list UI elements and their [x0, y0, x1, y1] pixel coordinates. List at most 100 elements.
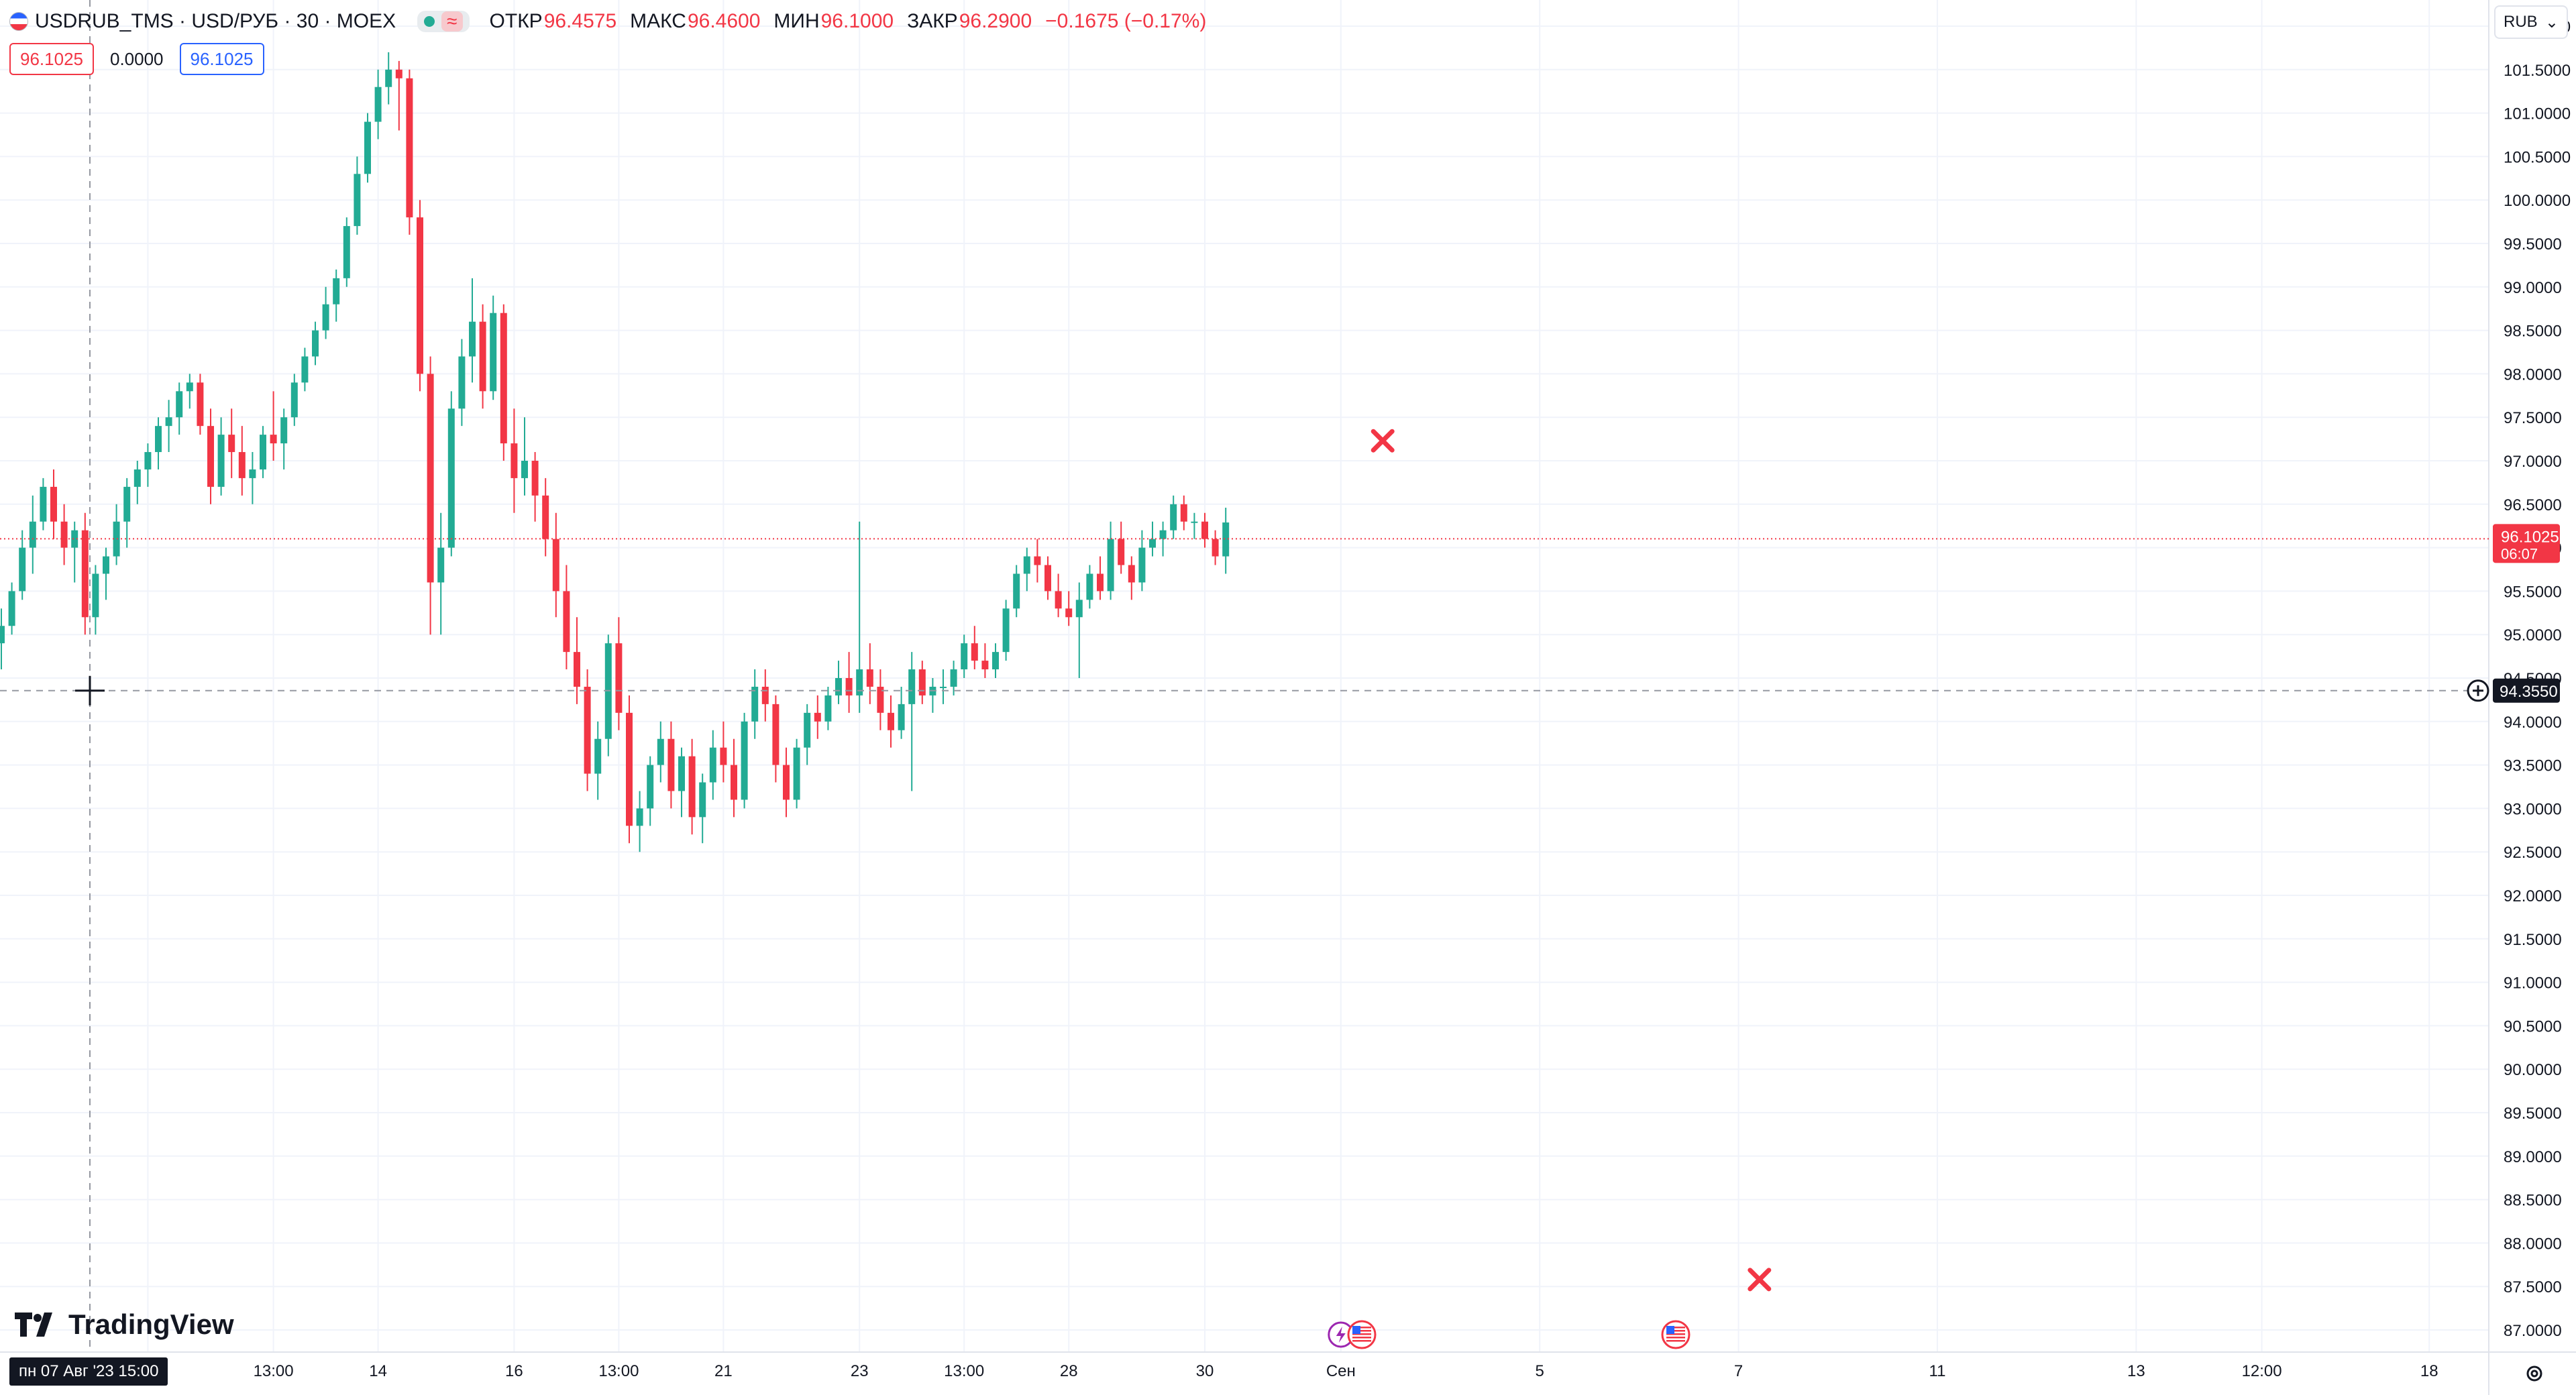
- candle: [40, 478, 47, 531]
- candle: [877, 669, 884, 730]
- candle: [19, 530, 26, 600]
- y-tick-label: 92.0000: [2504, 887, 2562, 905]
- us-flag-icon[interactable]: [1661, 1320, 1690, 1349]
- y-tick-label: 97.5000: [2504, 409, 2562, 427]
- x-tick-label: 7: [1734, 1362, 1743, 1380]
- candle-body: [458, 356, 466, 409]
- candle-body: [709, 747, 716, 783]
- ohlc-value: 96.4575: [543, 10, 617, 32]
- x-tick-label: 21: [714, 1362, 733, 1380]
- flag-stripe: [1666, 1327, 1685, 1329]
- candle: [133, 461, 141, 504]
- candle: [395, 60, 402, 131]
- currency-label: RUB: [2504, 13, 2538, 31]
- candle: [761, 669, 769, 722]
- flag-canton: [1666, 1326, 1674, 1334]
- candle: [772, 695, 780, 783]
- candle: [81, 512, 89, 635]
- symbol-title[interactable]: USDRUB_TMS · USD/РУБ · 30 · MOEX: [35, 10, 396, 32]
- status-pill[interactable]: ≈: [417, 11, 470, 32]
- candle: [1097, 556, 1104, 600]
- candle-body: [511, 443, 518, 478]
- candle: [574, 617, 580, 704]
- event-markers[interactable]: [1328, 429, 1772, 1349]
- candle: [1201, 512, 1208, 548]
- candle-body: [217, 435, 225, 487]
- candle: [1013, 565, 1020, 618]
- last-price-label-bg: [2493, 524, 2560, 563]
- candle: [908, 652, 916, 791]
- candle-body: [908, 669, 916, 704]
- y-tick-label: 100.0000: [2504, 192, 2571, 210]
- candle: [751, 669, 759, 739]
- candle: [427, 356, 434, 635]
- candle-body: [0, 626, 5, 644]
- candle: [981, 643, 989, 678]
- y-tick-label: 95.0000: [2504, 626, 2562, 645]
- crosshair-price-bg: [2493, 678, 2560, 703]
- candle-body: [678, 756, 685, 791]
- candle: [626, 695, 633, 844]
- flag-stripe: [1352, 1333, 1371, 1335]
- buy-button[interactable]: 96.1025: [179, 43, 264, 75]
- candle-body: [333, 278, 340, 304]
- candle-body: [1118, 539, 1125, 565]
- ohlc-value: 96.4600: [687, 10, 761, 32]
- crosshair-price-label: 94.3550: [2500, 683, 2558, 701]
- flag-stripe: [1666, 1333, 1685, 1335]
- red-x-icon[interactable]: [1748, 1268, 1772, 1292]
- candle-body: [992, 652, 999, 670]
- candle-body: [804, 712, 811, 748]
- currency-select[interactable]: RUB ⌄: [2494, 5, 2568, 39]
- symbol-legend[interactable]: USDRUB_TMS · USD/РУБ · 30 · MOEX ≈ ОТКР9…: [9, 8, 1220, 35]
- candle-body: [1107, 539, 1114, 592]
- candle-body: [186, 382, 193, 392]
- candle: [1118, 521, 1125, 574]
- candle: [103, 547, 109, 600]
- price-axis[interactable]: 87.0000 87.5000 88.0000 88.5000 89.0000 89.50…: [2467, 18, 2571, 1340]
- candle-body: [1097, 573, 1104, 592]
- candle-body: [260, 435, 266, 469]
- x-tick-label: 28: [1060, 1362, 1078, 1380]
- candle-body: [406, 78, 413, 218]
- tradingview-logo[interactable]: TradingView: [15, 1308, 234, 1341]
- flag-stripe: [1352, 1337, 1371, 1339]
- candle-body: [594, 738, 602, 774]
- candle-body: [29, 521, 36, 548]
- candle: [1222, 507, 1230, 574]
- y-tick-label: 101.0000: [2504, 105, 2571, 123]
- crosshair-date-label: пн 07 Авг '23 15:00: [9, 1357, 168, 1386]
- candle: [270, 391, 277, 461]
- candle-body: [940, 686, 947, 688]
- candle-body: [793, 747, 800, 800]
- y-tick-label: 91.5000: [2504, 931, 2562, 949]
- candle-body: [667, 738, 675, 791]
- candle-body: [92, 573, 99, 618]
- x-tick-label: 11: [1929, 1362, 1946, 1380]
- candle: [866, 643, 873, 704]
- ohlc-value: 96.1000: [820, 10, 894, 32]
- candle: [898, 686, 905, 739]
- candle: [92, 565, 99, 635]
- y-tick-label: 97.0000: [2504, 453, 2562, 471]
- candle: [176, 382, 183, 435]
- x-tick-label: 12:00: [2242, 1362, 2282, 1380]
- sell-button[interactable]: 96.1025: [9, 43, 94, 75]
- candle-body: [71, 530, 78, 548]
- gear-icon[interactable]: [2522, 1361, 2546, 1386]
- x-tick-label: 13:00: [254, 1362, 294, 1380]
- candle: [417, 200, 423, 392]
- candle: [563, 565, 570, 670]
- us-flag-icon[interactable]: [1347, 1320, 1377, 1349]
- candle: [731, 738, 737, 818]
- chart-grid: [0, 0, 2489, 1352]
- candle: [406, 69, 413, 235]
- candle: [657, 721, 664, 783]
- candle-body: [731, 765, 737, 800]
- spread-value: 0.0000: [109, 48, 164, 69]
- flag-stripe: [1666, 1337, 1685, 1339]
- red-x-icon[interactable]: [1371, 429, 1395, 453]
- add-alert-plus-icon[interactable]: [2467, 679, 2489, 702]
- time-axis[interactable]: 913:00141613:00212313:002830Сен57111312:…: [144, 1362, 2438, 1380]
